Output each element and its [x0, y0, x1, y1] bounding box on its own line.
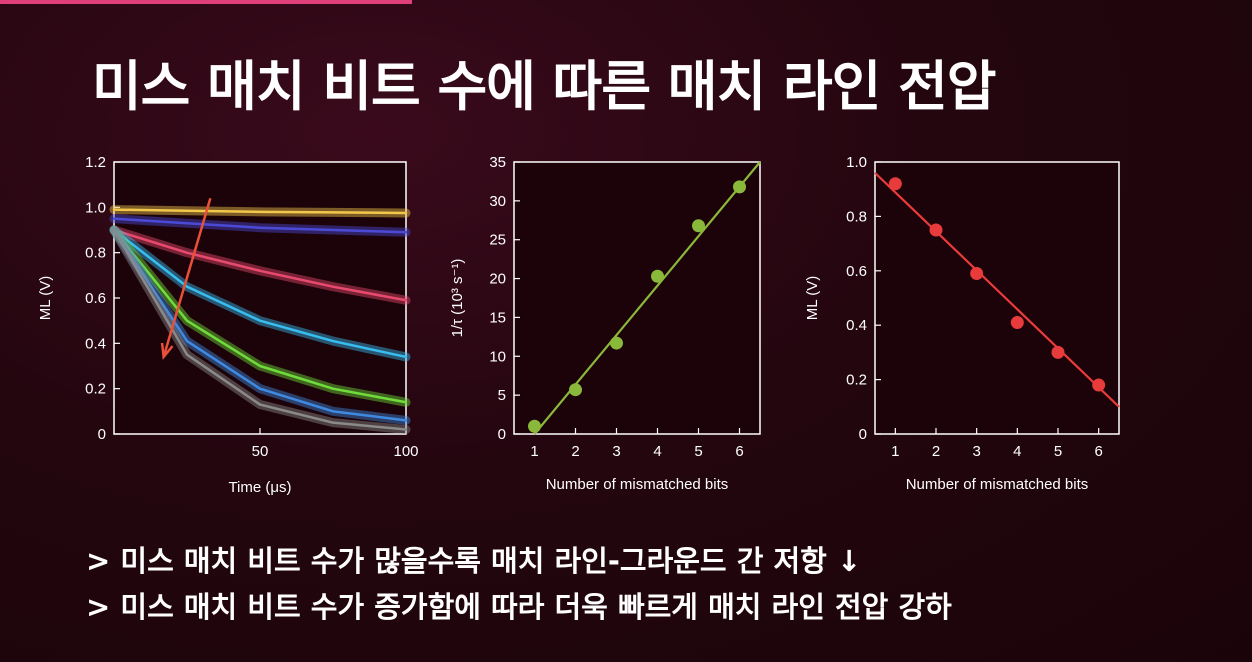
- y-tick-label: 0.2: [85, 381, 106, 398]
- series-line: [112, 228, 408, 431]
- data-point: [970, 267, 984, 281]
- x-tick-label: 1: [891, 443, 899, 460]
- y-tick-label: 15: [489, 309, 506, 326]
- slide-title: 미스 매치 비트 수에 따른 매치 라인 전압: [92, 55, 996, 118]
- x-tick-label: 2: [932, 443, 940, 460]
- data-point: [1051, 345, 1065, 359]
- y-tick-label: 0.6: [85, 290, 106, 307]
- series-line: [112, 208, 408, 215]
- y-axis-label: ML (V): [37, 276, 54, 320]
- y-tick-label: 1.2: [85, 154, 106, 171]
- x-tick-label: 1: [530, 443, 538, 460]
- x-tick-label: 3: [972, 443, 980, 460]
- y-tick-label: 0.4: [846, 317, 867, 334]
- y-tick-label: 1.0: [846, 154, 867, 171]
- data-point: [528, 419, 541, 433]
- bullet-item: > 미스 매치 비트 수가 증가함에 따라 더욱 빠르게 매치 라인 전압 강하: [86, 590, 952, 624]
- trend-arrow: [162, 197, 212, 358]
- y-tick-label: 0.8: [846, 208, 867, 225]
- x-tick-label: 6: [735, 443, 743, 460]
- y-tick-label: 20: [489, 271, 506, 288]
- x-tick-label: 50: [252, 443, 269, 460]
- y-tick-label: 25: [489, 232, 506, 249]
- series-line: [112, 228, 408, 359]
- y-tick-label: 0.2: [846, 372, 867, 389]
- y-tick-label: 0: [98, 426, 106, 443]
- series-line: [112, 228, 408, 302]
- data-point: [651, 269, 664, 283]
- data-point: [733, 180, 746, 194]
- y-tick-label: 0: [498, 426, 506, 443]
- plot-frame: [513, 161, 761, 435]
- y-tick-label: 5: [498, 387, 506, 404]
- y-tick-label: 0.4: [85, 335, 106, 352]
- x-tick-label: 6: [1094, 443, 1102, 460]
- x-tick-label: 2: [571, 443, 579, 460]
- y-tick-label: 35: [489, 154, 506, 171]
- y-tick-label: 1.0: [85, 199, 106, 216]
- ml-vs-bits-chart: 0 0.2 0.4 0.6 0.8 1.0 1 2 3 4 5 6 Number of mismatch…: [804, 154, 1120, 493]
- bullet-item: > 미스 매치 비트 수가 많을수록 매치 라인-그라운드 간 저항 ↓: [86, 544, 862, 578]
- y-tick-label: 10: [489, 348, 506, 365]
- bullet-list: > 미스 매치 비트 수가 많을수록 매치 라인-그라운드 간 저항 ↓ > 미…: [86, 538, 952, 630]
- series-line: [112, 228, 408, 404]
- series-line: [112, 228, 408, 422]
- series-line: [112, 217, 408, 234]
- ml-vs-time-chart: 0 0.2 0.4 0.6 0.8 1.0 1.2 50 100 Time (μs) ML (V): [37, 154, 419, 496]
- data-point: [692, 219, 705, 233]
- data-point: [610, 336, 623, 350]
- x-tick-label: 5: [694, 443, 702, 460]
- data-point: [569, 383, 582, 397]
- plot-frame: [874, 161, 1120, 435]
- x-axis-label: Number of mismatched bits: [906, 476, 1089, 493]
- y-axis-label: ML (V): [804, 276, 821, 320]
- inverse-tau-vs-bits-chart: 0 5 10 15 20 25 30 35 1 2 3 4 5 6 Number of mismatched…: [449, 154, 761, 493]
- y-axis-label: 1/τ (10³ s⁻¹): [449, 259, 466, 338]
- fit-line: [874, 172, 1120, 408]
- data-point: [1092, 378, 1106, 392]
- data-point: [888, 177, 902, 191]
- x-tick-label: 5: [1054, 443, 1062, 460]
- y-tick-label: 0.6: [846, 263, 867, 280]
- data-point: [929, 223, 943, 237]
- x-axis-label: Number of mismatched bits: [546, 476, 729, 493]
- data-point: [1010, 315, 1024, 329]
- y-tick-label: 0: [859, 426, 867, 443]
- x-tick-label: 3: [612, 443, 620, 460]
- x-tick-label: 100: [393, 443, 418, 460]
- y-tick-label: 0.8: [85, 245, 106, 262]
- x-tick-label: 4: [653, 443, 661, 460]
- accent-line: [0, 0, 412, 4]
- x-axis-label: Time (μs): [228, 479, 291, 496]
- trend-arrow-head: [160, 342, 174, 361]
- y-tick-label: 30: [489, 193, 506, 210]
- x-tick-label: 4: [1013, 443, 1021, 460]
